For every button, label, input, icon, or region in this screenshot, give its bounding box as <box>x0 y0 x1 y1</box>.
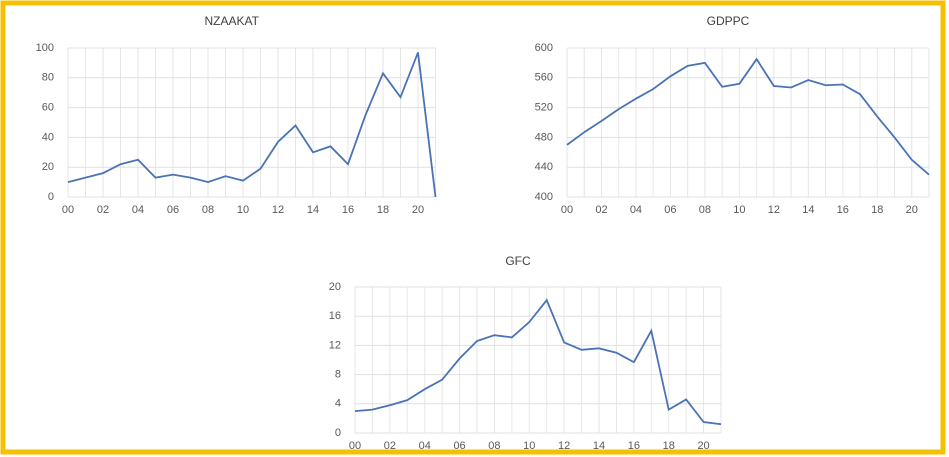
x-tick-label: 14 <box>802 204 814 216</box>
y-tick-label: 40 <box>42 131 54 143</box>
chart-title: NZAAKAT <box>205 14 260 28</box>
x-tick-label: 02 <box>595 204 607 216</box>
x-tick-label: 04 <box>132 204 144 216</box>
x-tick-label: 12 <box>558 440 570 452</box>
data-line <box>67 52 437 198</box>
x-tick-label: 20 <box>412 204 424 216</box>
x-tick-label: 12 <box>768 204 780 216</box>
x-tick-label: 00 <box>561 204 573 216</box>
x-tick-label: 10 <box>237 204 249 216</box>
y-tick-label: 20 <box>42 161 54 173</box>
y-tick-label: 4 <box>335 398 341 410</box>
x-tick-label: 18 <box>871 204 883 216</box>
x-tick-label: 00 <box>349 440 361 452</box>
x-tick-label: 02 <box>97 204 109 216</box>
y-tick-label: 80 <box>42 72 54 84</box>
y-tick-label: 100 <box>36 42 54 54</box>
x-tick-label: 04 <box>419 440 431 452</box>
y-tick-label: 20 <box>329 281 341 293</box>
x-tick-label: 14 <box>593 440 605 452</box>
x-tick-label: 16 <box>342 204 354 216</box>
data-line <box>566 57 930 176</box>
x-tick-label: 10 <box>733 204 745 216</box>
y-tick-label: 12 <box>329 339 341 351</box>
y-tick-label: 400 <box>535 191 553 203</box>
x-tick-label: 06 <box>167 204 179 216</box>
y-tick-label: 520 <box>535 102 553 114</box>
x-tick-label: 16 <box>628 440 640 452</box>
y-tick-label: 440 <box>535 161 553 173</box>
x-tick-label: 16 <box>837 204 849 216</box>
x-tick-label: 08 <box>488 440 500 452</box>
data-line <box>354 298 722 426</box>
x-tick-label: 14 <box>307 204 319 216</box>
y-tick-label: 480 <box>535 131 553 143</box>
y-tick-label: 600 <box>535 42 553 54</box>
x-tick-label: 00 <box>62 204 74 216</box>
chart-title: GFC <box>505 254 531 268</box>
x-tick-label: 08 <box>699 204 711 216</box>
x-tick-label: 20 <box>906 204 918 216</box>
x-tick-label: 02 <box>384 440 396 452</box>
x-tick-label: 12 <box>272 204 284 216</box>
y-tick-label: 0 <box>48 191 54 203</box>
y-tick-label: 16 <box>329 310 341 322</box>
y-tick-label: 560 <box>535 72 553 84</box>
x-tick-label: 10 <box>523 440 535 452</box>
x-tick-label: 06 <box>664 204 676 216</box>
x-tick-label: 20 <box>697 440 709 452</box>
x-tick-label: 18 <box>663 440 675 452</box>
y-tick-label: 60 <box>42 102 54 114</box>
x-tick-label: 04 <box>630 204 642 216</box>
x-tick-label: 08 <box>202 204 214 216</box>
x-tick-label: 18 <box>377 204 389 216</box>
y-tick-label: 0 <box>335 427 341 439</box>
chart-title: GDPPC <box>707 14 750 28</box>
x-tick-label: 06 <box>453 440 465 452</box>
y-tick-label: 8 <box>335 369 341 381</box>
